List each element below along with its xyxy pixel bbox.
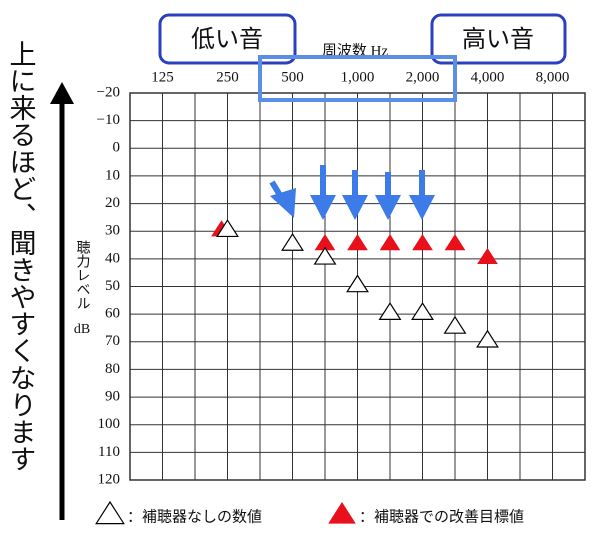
y-tick-label: 40: [105, 250, 120, 266]
y-axis-unit: dB: [74, 322, 90, 337]
y-tick-label: 50: [105, 278, 120, 294]
legend-label: ：補聴器での改善目標値: [359, 508, 524, 526]
data-point: [476, 329, 499, 348]
y-tick-label: 120: [98, 471, 121, 487]
y-tick-label: 110: [98, 444, 120, 460]
legend-label: ：補聴器なしの数値: [127, 508, 262, 526]
range-highlight: [258, 55, 457, 102]
side-note: 上に来るほど、聞きやすくなります: [5, 40, 37, 472]
y-tick-label: −10: [97, 112, 120, 128]
x-tick-label: 1,000: [341, 69, 375, 85]
data-point: [216, 219, 239, 238]
high-sound-box: [430, 13, 567, 65]
low-sound-box: [158, 13, 297, 65]
up-arrow-head: [50, 82, 74, 104]
legend-marker: [328, 502, 356, 524]
legend: ：補聴器なしの数値 ：補聴器での改善目標値: [95, 500, 524, 526]
y-tick-label: 0: [113, 140, 121, 156]
x-tick-label: 250: [216, 69, 239, 85]
data-point: [444, 234, 466, 251]
x-tick-label: 2,000: [406, 69, 440, 85]
y-tick-label: 10: [105, 167, 120, 183]
y-tick-label: 90: [105, 389, 120, 405]
data-point: [378, 302, 402, 320]
data-point: [346, 274, 369, 293]
y-tick-label: 100: [98, 416, 121, 432]
x-tick-label: 4,000: [471, 69, 505, 85]
data-point: [379, 234, 401, 251]
plot: 125 250 500 1,000 2,000 4,000 8,000 −20 −10 0 10 20…: [97, 69, 586, 487]
data-point: [347, 234, 368, 251]
legend-marker: [95, 500, 125, 525]
y-tick-label: 20: [105, 195, 120, 211]
y-tick-label: 80: [105, 361, 120, 377]
low-sound-label: 低い音: [191, 25, 263, 53]
y-axis-title: 聴力レベル: [75, 240, 91, 310]
data-point: [443, 315, 467, 334]
x-tick-label: 8,000: [536, 69, 570, 85]
data-point: [313, 246, 337, 265]
x-tick-label: 125: [151, 69, 174, 85]
y-tick-label: 70: [105, 333, 120, 349]
data-point: [281, 232, 304, 251]
x-tick-label: 500: [281, 69, 304, 85]
y-tick-label: 30: [105, 223, 120, 239]
y-tick-label: 60: [105, 306, 120, 322]
data-point: [412, 234, 433, 251]
high-sound-label: 高い音: [462, 25, 534, 53]
y-tick-label: −20: [97, 84, 120, 100]
data-point: [477, 247, 498, 265]
improvement-arrows: [269, 165, 435, 220]
data-point: [411, 302, 434, 320]
data-point: [314, 234, 336, 251]
